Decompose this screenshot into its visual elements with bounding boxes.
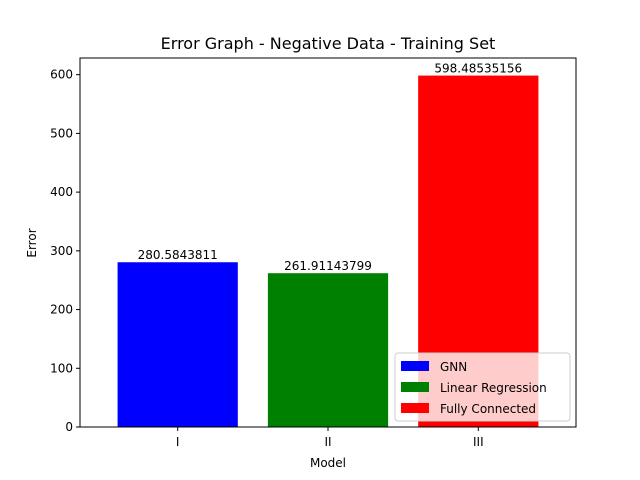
legend-swatch — [401, 361, 429, 371]
y-axis-ticks: 0 100 200 300 400 500 600 — [50, 68, 80, 434]
y-tick-label: 300 — [50, 244, 73, 258]
x-axis-ticks: I II III — [176, 427, 484, 449]
legend-label: Linear Regression — [440, 381, 547, 395]
y-tick-label: 500 — [50, 126, 73, 140]
legend-label: GNN — [440, 360, 467, 374]
x-axis-label: Model — [310, 456, 346, 470]
legend-swatch — [401, 382, 429, 392]
bar-i — [117, 262, 238, 427]
y-tick-label: 600 — [50, 68, 73, 82]
x-tick-label: I — [176, 435, 180, 449]
x-tick-label: III — [473, 435, 484, 449]
bar-value-label: 598.48535156 — [434, 62, 522, 76]
bar-ii — [267, 273, 389, 427]
bar-value-label: 280.5843811 — [138, 248, 218, 262]
value-labels-group: 280.5843811 261.91143799 598.48535156 — [138, 62, 523, 274]
legend-label: Fully Connected — [440, 402, 536, 416]
legend: GNN Linear Regression Fully Connected — [394, 352, 571, 422]
y-tick-label: 100 — [50, 361, 73, 375]
y-tick-label: 400 — [50, 185, 73, 199]
legend-box — [394, 352, 571, 422]
legend-swatch — [401, 403, 429, 413]
y-tick-label: 0 — [65, 420, 73, 434]
y-tick-label: 200 — [50, 303, 73, 317]
chart-title: Error Graph - Negative Data - Training S… — [161, 34, 496, 53]
y-axis-label: Error — [25, 228, 39, 257]
bar-value-label: 261.91143799 — [284, 259, 372, 273]
x-tick-label: II — [324, 435, 331, 449]
